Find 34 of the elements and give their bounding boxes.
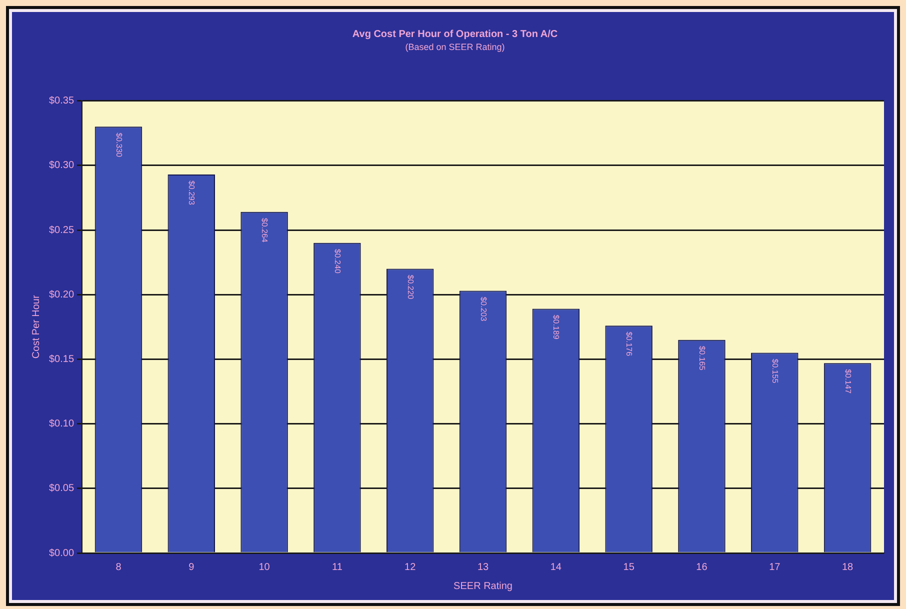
data-label: $0.293: [187, 180, 196, 206]
data-label: $0.189: [552, 314, 561, 340]
y-tick-label: $0.30: [48, 160, 74, 172]
data-label: $0.176: [624, 332, 634, 357]
y-tick-label: $0.35: [48, 96, 74, 107]
x-tick-label: 18: [842, 562, 854, 573]
y-tick-label: $0.20: [48, 289, 74, 300]
x-tick-label: 17: [769, 562, 781, 573]
y-tick-label: $0.15: [48, 354, 74, 365]
data-label: $0.155: [770, 358, 780, 384]
y-tick-label: $0.05: [48, 483, 74, 494]
x-tick-label: 11: [332, 562, 343, 573]
data-label: $0.203: [478, 296, 488, 322]
chart-title: Avg Cost Per Hour of Operation - 3 Ton A/C: [352, 28, 558, 40]
y-tick-label: $0.25: [48, 224, 74, 236]
data-label: $0.147: [843, 369, 852, 394]
x-tick-label: 9: [188, 562, 195, 573]
x-tick-label: 10: [258, 562, 270, 573]
x-tick-label: 12: [404, 562, 416, 573]
chart-subtitle: (Based on SEER Rating): [405, 42, 505, 52]
x-axis-title: SEER Rating: [454, 580, 512, 592]
x-tick-label: 14: [550, 562, 562, 573]
x-tick-label: 8: [116, 562, 122, 573]
y-axis-title: Cost Per Hour: [30, 294, 42, 359]
y-tick-label: $0.10: [48, 418, 74, 430]
data-label: $0.240: [332, 248, 342, 274]
data-label: $0.165: [698, 346, 707, 371]
x-tick-label: 16: [696, 562, 708, 573]
data-label: $0.220: [406, 274, 415, 300]
data-label: $0.330: [114, 132, 124, 158]
x-tick-label: 13: [477, 562, 490, 573]
data-label: $0.264: [260, 218, 270, 243]
y-tick-label: $0.00: [48, 548, 74, 559]
x-tick-label: 15: [623, 562, 635, 573]
